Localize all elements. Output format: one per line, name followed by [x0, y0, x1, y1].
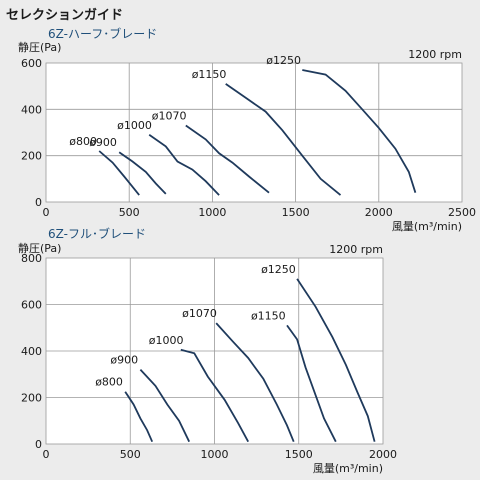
curve-d900 — [118, 151, 167, 195]
speed-label: 1200 rpm — [329, 243, 383, 256]
series-label: ø900 — [110, 354, 138, 367]
x-tick-label: 0 — [43, 448, 50, 461]
curve-d800 — [98, 150, 140, 196]
x-tick-label: 2000 — [369, 448, 397, 461]
series-label: ø1250 — [266, 54, 301, 67]
x-tick-label: 1500 — [285, 448, 313, 461]
chart-half-blade: 0 500 1000 1500 2000 2500 0 200 400 600 6Z-ハーフ･ブレー… — [18, 26, 476, 233]
curve-d1070 — [215, 322, 295, 443]
y-tick-label: 800 — [21, 252, 42, 265]
chart-subtitle: 6Z-フル･ブレード — [48, 226, 146, 241]
x-tick-label: 1000 — [201, 448, 229, 461]
x-tick-label: 2500 — [448, 206, 476, 219]
speed-label: 1200 rpm — [408, 48, 462, 61]
chart-full-blade: 0 500 1000 1500 2000 0 200 400 600 800 6Z-フル･ブレード静… — [18, 226, 397, 475]
x-axis-label: 風量(m³/min) — [313, 462, 383, 475]
series-label: ø800 — [69, 135, 97, 148]
y-tick-label: 200 — [21, 392, 42, 405]
x-tick-label: 1000 — [198, 206, 226, 219]
x-tick-label: 1500 — [282, 206, 310, 219]
series-label: ø1150 — [251, 309, 286, 322]
curve-d1250 — [302, 69, 417, 193]
x-tick-label: 2000 — [365, 206, 393, 219]
series-label: ø800 — [95, 376, 123, 389]
x-tick-label: 500 — [119, 206, 140, 219]
y-tick-label: 200 — [21, 150, 42, 163]
plot-area — [45, 62, 463, 203]
y-tick-label: 0 — [35, 196, 42, 209]
y-tick-label: 600 — [21, 57, 42, 70]
series-label: ø1250 — [261, 263, 296, 276]
y-axis-label: 静圧(Pa) — [18, 241, 61, 255]
series-label: ø1070 — [152, 110, 187, 123]
curve-d1250 — [296, 278, 376, 442]
series-label: ø1070 — [182, 307, 217, 320]
y-tick-label: 400 — [21, 103, 42, 116]
series-label: ø1000 — [117, 119, 152, 132]
curve-d900 — [139, 368, 191, 443]
y-tick-label: 0 — [35, 438, 42, 451]
curve-d1150 — [286, 324, 337, 443]
chart-subtitle: 6Z-ハーフ･ブレード — [48, 26, 157, 41]
series-label: ø900 — [89, 136, 117, 149]
curve-d1000 — [180, 348, 249, 443]
curve-d800 — [124, 391, 154, 443]
curve-d1000 — [148, 134, 220, 196]
page-title: セレクションガイド — [6, 8, 124, 23]
x-tick-label: 0 — [43, 206, 50, 219]
series-label: ø1150 — [192, 68, 227, 81]
series-label: ø1000 — [149, 334, 184, 347]
y-axis-label: 静圧(Pa) — [18, 40, 61, 54]
curve-d1150 — [225, 83, 342, 196]
curve-d1070 — [185, 124, 270, 194]
y-tick-label: 400 — [21, 345, 42, 358]
y-tick-label: 600 — [21, 299, 42, 312]
x-axis-label: 風量(m³/min) — [392, 220, 462, 233]
x-tick-label: 500 — [120, 448, 141, 461]
